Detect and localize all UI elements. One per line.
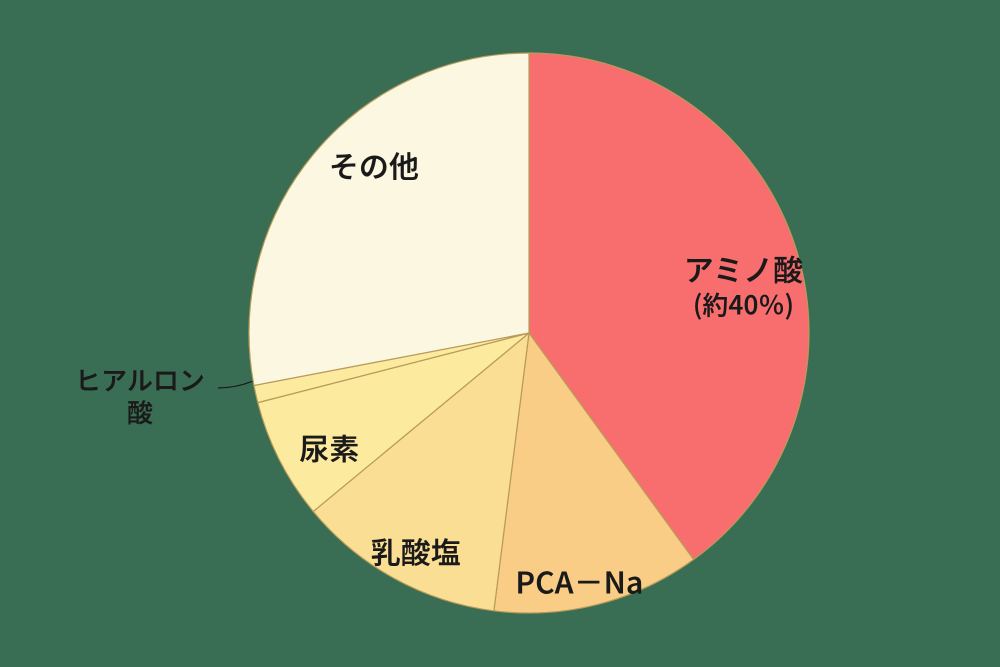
slice-label-pca: PCA－Na [515,558,643,602]
slice-sublabel-amino: (約40％) [693,285,794,322]
slice-label-lactate: 乳酸塩 [371,528,461,572]
slice-label-other: その他 [329,143,419,187]
slice-label-amino: アミノ酸 [684,246,803,290]
pie-chart: アミノ酸(約40％)PCA－Na乳酸塩尿素ヒアルロン酸その他 [0,0,1000,667]
slice-sublabel-ha: 酸 [127,393,153,430]
slice-label-urea: 尿素 [299,425,359,469]
